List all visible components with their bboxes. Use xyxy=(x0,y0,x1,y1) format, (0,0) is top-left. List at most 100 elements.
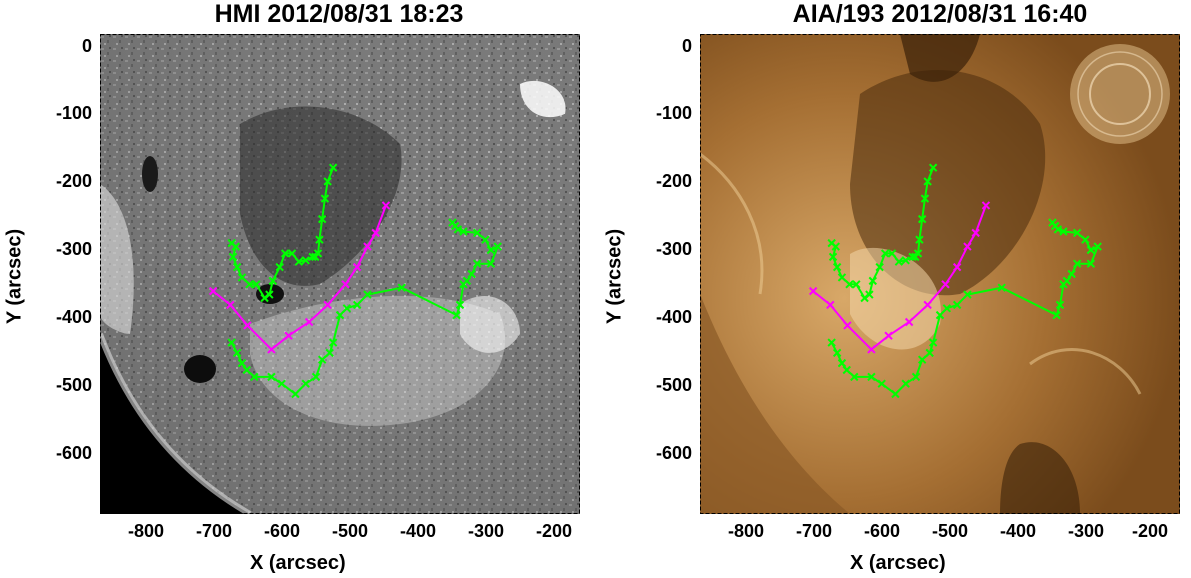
trajectory-point xyxy=(901,256,910,265)
aia-trajectories xyxy=(808,163,1102,399)
trajectory-point xyxy=(311,252,320,262)
xtick-aia-0: -800 xyxy=(728,521,765,541)
trajectory-point xyxy=(448,218,457,227)
trajectory-point xyxy=(245,280,254,289)
trajectory-point xyxy=(845,280,854,289)
trajectory-point xyxy=(963,290,972,299)
trajectory-point xyxy=(328,338,338,347)
trajectory-point xyxy=(917,355,927,364)
trajectory-point xyxy=(860,293,869,303)
ytick-aia-6: -600 xyxy=(655,443,692,463)
ytick-aia-2: -200 xyxy=(655,171,692,191)
hmi-plage-region xyxy=(250,295,506,426)
trajectory-point xyxy=(294,257,304,266)
trajectory-point xyxy=(887,249,897,258)
trajectory-point xyxy=(341,280,350,289)
aia-bright-loops xyxy=(850,247,941,350)
hmi-dark-region xyxy=(240,106,402,286)
trajectory-point xyxy=(455,300,465,310)
trajectory-point xyxy=(462,276,472,286)
aia-image xyxy=(700,34,1180,514)
trajectory-point xyxy=(381,201,391,210)
trajectory-point xyxy=(311,372,321,382)
trajectory-point xyxy=(868,276,878,286)
trajectory-point xyxy=(891,389,900,399)
trajectory-point xyxy=(1055,300,1065,310)
trajectory-point xyxy=(342,304,352,313)
ytick-aia-4: -400 xyxy=(655,307,692,327)
xtick-hmi-1: -700 xyxy=(196,521,233,541)
hmi-trajectories xyxy=(208,163,502,399)
trajectory-point xyxy=(260,293,269,303)
trajectory-point xyxy=(328,163,338,172)
trajectory-point xyxy=(884,331,893,340)
trajectory-point xyxy=(928,338,938,347)
trajectory-point xyxy=(1086,259,1096,268)
trajectory-point xyxy=(472,228,482,238)
trajectory-point xyxy=(323,300,332,310)
trajectory-point xyxy=(826,300,835,310)
trajectory-point xyxy=(997,283,1006,292)
trajectory-point xyxy=(397,283,406,292)
trajectory-point xyxy=(486,245,496,255)
trajectory-point xyxy=(1062,276,1072,286)
trajectory-point xyxy=(843,321,852,330)
trajectory-point xyxy=(808,286,818,296)
trajectory-point xyxy=(277,379,286,388)
trajectory-point xyxy=(208,286,218,296)
xtick-aia-4: -400 xyxy=(1000,521,1037,541)
trajectory-point xyxy=(228,252,238,262)
ytick-hmi-4: -400 xyxy=(55,307,92,327)
xtick-hmi-6: -200 xyxy=(536,521,573,541)
trajectory-point xyxy=(352,300,362,310)
ytick-aia-0: 0 xyxy=(681,36,692,56)
trajectory-point xyxy=(459,227,468,236)
trajectory-point xyxy=(1093,242,1102,251)
trajectory-point xyxy=(1059,227,1068,236)
xtick-hmi-5: -300 xyxy=(468,521,505,541)
trajectory-point xyxy=(232,262,242,272)
trajectory-point xyxy=(842,365,851,375)
trajectory-point xyxy=(252,280,261,289)
trajectory-point xyxy=(923,300,932,310)
xlabel-hmi: X (arcsec) xyxy=(250,552,346,574)
ytick-aia-1: -100 xyxy=(655,103,692,123)
xlabel-aia: X (arcsec) xyxy=(850,552,946,574)
hmi-image xyxy=(100,34,580,514)
trajectory-point xyxy=(952,262,962,272)
trajectory-point xyxy=(242,365,251,375)
ytick-hmi-6: -600 xyxy=(55,443,92,463)
trajectory-point xyxy=(250,372,259,382)
xtick-aia-5: -300 xyxy=(1068,521,1105,541)
trajectory-point xyxy=(467,269,476,279)
ylabel-aia: Y (arcsec) xyxy=(603,228,626,325)
ytick-aia-3: -300 xyxy=(655,239,692,259)
ytick-hmi-2: -200 xyxy=(55,171,92,191)
trajectory-point xyxy=(291,389,300,399)
trajectory-point xyxy=(1067,269,1076,279)
trajectory-point xyxy=(472,259,482,268)
trajectory-point xyxy=(1072,259,1082,268)
trajectory-point xyxy=(852,280,861,289)
trajectory-point xyxy=(908,252,917,262)
trajectory-point xyxy=(923,177,932,186)
trajectory-point xyxy=(875,262,884,272)
trajectory-point xyxy=(317,214,327,224)
trajectory-point xyxy=(917,214,927,224)
trajectory-point xyxy=(828,252,838,262)
trajectory-point xyxy=(280,249,290,258)
trajectory-point xyxy=(837,358,847,368)
xtick-aia-2: -600 xyxy=(864,521,901,541)
xtick-hmi-3: -500 xyxy=(332,521,369,541)
trajectory-point xyxy=(325,348,334,358)
trajectory-point xyxy=(493,242,502,251)
trajectory-point xyxy=(894,257,904,266)
ytick-aia-5: -500 xyxy=(655,375,692,395)
trajectory-point xyxy=(301,379,310,388)
trajectory-point xyxy=(275,262,284,272)
trajectory-point xyxy=(832,262,842,272)
trajectory-point xyxy=(335,310,345,320)
trajectory-point xyxy=(320,194,330,203)
trajectory-point xyxy=(237,273,247,282)
xtick-hmi-0: -800 xyxy=(128,521,165,541)
